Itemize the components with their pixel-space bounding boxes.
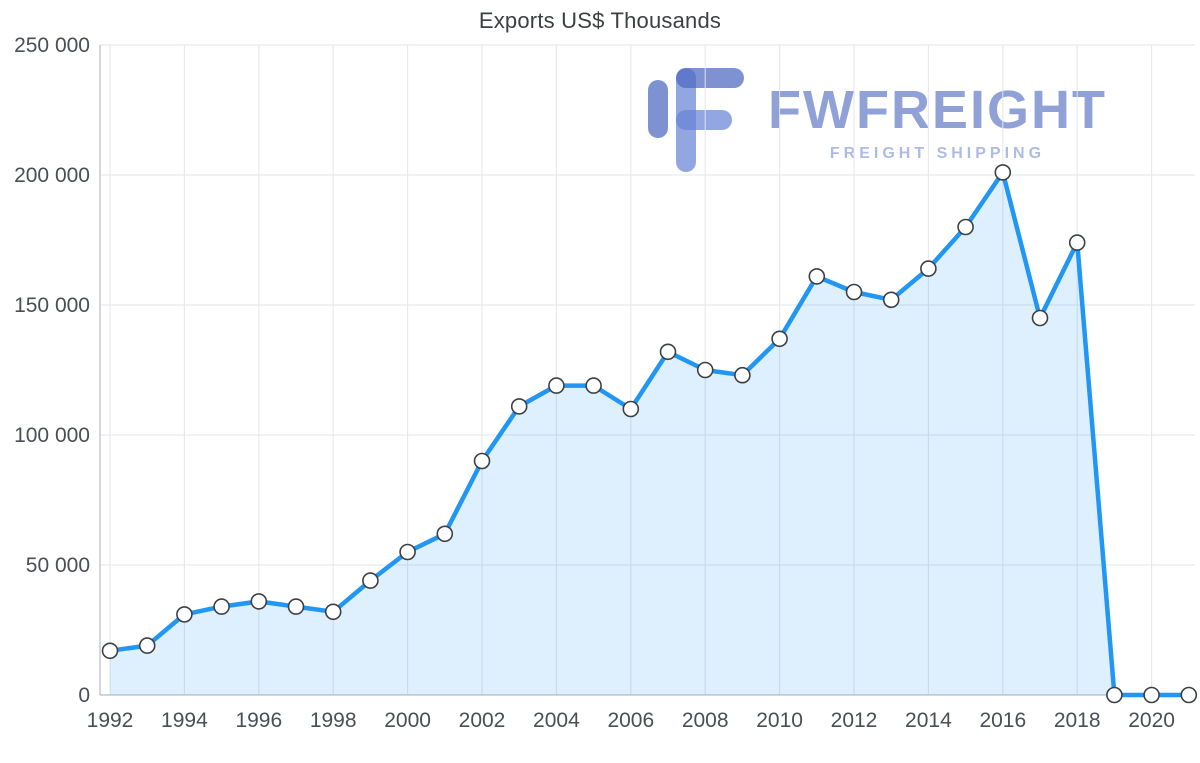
x-axis-tick-label: 2004 <box>533 709 580 732</box>
y-axis-tick-label: 250 000 <box>14 34 90 57</box>
data-point-marker <box>696 361 714 379</box>
data-point-marker <box>622 400 640 418</box>
data-point-marker <box>659 343 677 361</box>
y-axis-tick-label: 150 000 <box>14 294 90 317</box>
data-point-marker <box>1068 234 1086 251</box>
data-point-marker <box>1106 686 1123 704</box>
data-point-marker <box>213 598 230 615</box>
data-point-marker <box>845 283 863 301</box>
chart-title: Exports US$ Thousands <box>478 8 722 33</box>
data-point-marker <box>1031 309 1049 327</box>
data-point-marker <box>510 398 528 415</box>
data-point-marker <box>734 366 751 384</box>
data-point-marker <box>1143 686 1160 704</box>
data-point-marker <box>324 603 342 621</box>
x-axis-tick-label: 1992 <box>87 709 134 732</box>
data-point-marker <box>138 637 156 654</box>
data-point-marker <box>287 598 305 615</box>
x-axis-tick-label: 1998 <box>310 709 357 732</box>
data-point-marker <box>473 452 491 470</box>
y-axis-tick-label: 100 000 <box>14 424 90 447</box>
data-point-marker <box>994 164 1012 181</box>
x-axis-tick-label: 2008 <box>682 709 729 732</box>
data-point-marker <box>362 572 379 589</box>
data-point-marker <box>101 642 119 660</box>
y-axis-tick-label: 200 000 <box>14 164 90 187</box>
data-point-marker <box>957 218 974 236</box>
x-axis-tick-label: 2006 <box>607 709 654 732</box>
data-point-marker <box>250 593 268 610</box>
x-axis-tick-label: 2016 <box>979 709 1026 732</box>
x-axis-tick-label: 2002 <box>459 709 506 732</box>
data-point-marker <box>920 260 937 277</box>
data-point-marker <box>808 268 826 285</box>
x-axis-tick-label: 2010 <box>756 709 803 732</box>
x-axis-tick-label: 1994 <box>161 709 208 732</box>
x-axis-tick-label: 2000 <box>384 709 431 732</box>
exports-area-fill <box>110 172 1189 695</box>
x-axis-tick-label: 2014 <box>905 709 952 732</box>
data-point-marker <box>436 525 454 543</box>
data-point-marker <box>1180 686 1198 704</box>
data-point-marker <box>548 377 565 394</box>
data-point-marker <box>882 291 900 309</box>
data-point-marker <box>585 377 602 394</box>
x-axis-tick-label: 1996 <box>235 709 282 732</box>
data-point-marker <box>771 330 788 348</box>
y-axis-tick-label: 0 <box>78 684 90 707</box>
y-axis-tick-label: 50 000 <box>26 554 90 577</box>
x-axis-tick-label: 2020 <box>1128 709 1175 732</box>
x-axis-tick-label: 2018 <box>1054 709 1101 732</box>
x-axis-tick-label: 2012 <box>831 709 878 732</box>
data-point-marker <box>176 606 193 623</box>
data-point-marker <box>399 543 416 561</box>
